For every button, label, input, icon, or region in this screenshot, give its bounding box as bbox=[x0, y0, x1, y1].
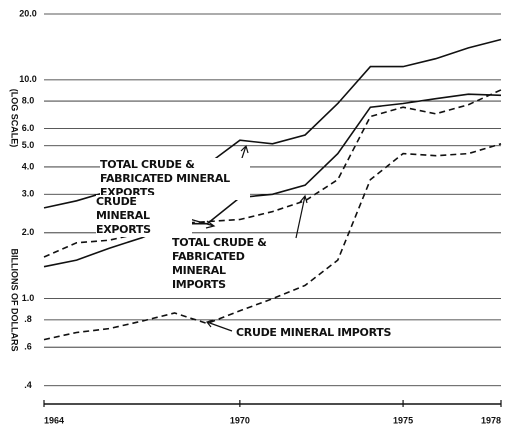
y-tick-label: .4 bbox=[24, 380, 32, 390]
y-axis-note: (LOG SCALE) bbox=[10, 89, 20, 148]
arrow bbox=[205, 319, 233, 332]
x-tick-label: 1975 bbox=[393, 415, 413, 425]
y-tick-label: 5.0 bbox=[22, 140, 35, 150]
series-annotation: CRUDE MINERAL IMPORTS bbox=[236, 326, 426, 340]
y-tick-label: 8.0 bbox=[22, 95, 35, 105]
y-tick-label: 6.0 bbox=[22, 123, 35, 133]
series-annotation: TOTAL CRUDE & FABRICATED MINERAL EXPORTS bbox=[100, 158, 250, 200]
y-tick-label: 3.0 bbox=[22, 189, 35, 199]
y-tick-label: .8 bbox=[24, 314, 32, 324]
x-tick-label: 1978 bbox=[481, 415, 501, 425]
series-annotation: TOTAL CRUDE & FABRICATED MINERAL IMPORTS bbox=[172, 236, 272, 292]
series-line bbox=[43, 143, 502, 341]
x-tick-label: 1964 bbox=[44, 415, 64, 425]
series-annotation: CRUDE MINERAL EXPORTS bbox=[96, 195, 192, 237]
y-tick-label: 2.0 bbox=[22, 227, 35, 237]
y-tick-label: 4.0 bbox=[22, 161, 35, 171]
y-tick-label: .6 bbox=[24, 342, 32, 352]
y-tick-label: 10.0 bbox=[19, 74, 37, 84]
y-tick-label: 20.0 bbox=[19, 8, 37, 18]
series-line bbox=[43, 89, 502, 258]
y-tick-label: 1.0 bbox=[22, 293, 35, 303]
y-axis-label: BILLIONS OF DOLLARS bbox=[10, 249, 20, 352]
series-line bbox=[43, 93, 502, 268]
x-tick-label: 1970 bbox=[230, 415, 250, 425]
